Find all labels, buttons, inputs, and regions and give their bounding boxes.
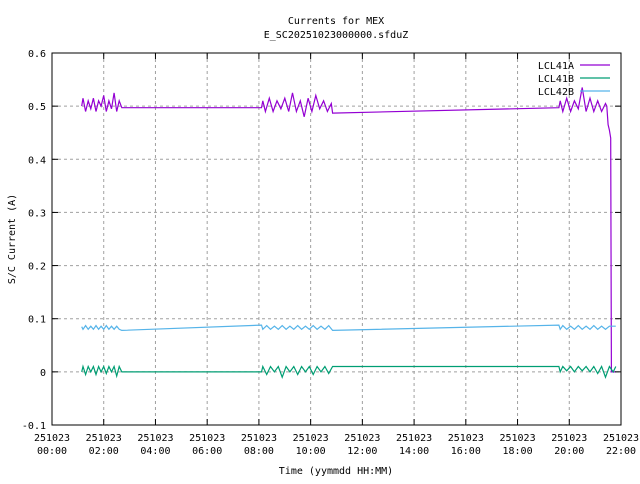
x-tick-time: 00:00 <box>37 446 67 457</box>
legend: LCL41A LCL41B LCL42B <box>538 61 610 98</box>
x-tick-date: 251023 <box>396 433 432 444</box>
legend-label: LCL42B <box>538 87 574 98</box>
x-tick-time: 22:00 <box>606 446 636 457</box>
series-line-lcl41b <box>81 364 617 379</box>
plot-frame <box>51 52 622 426</box>
x-tick-time: 14:00 <box>399 446 429 457</box>
legend-label: LCL41B <box>538 74 574 85</box>
x-tick-time: 02:00 <box>89 446 119 457</box>
x-tick-date: 251023 <box>293 433 329 444</box>
x-tick-time: 18:00 <box>502 446 532 457</box>
x-axis-label: Time (yymmdd HH:MM) <box>279 466 393 477</box>
x-tick-date: 251023 <box>499 433 535 444</box>
x-tick-date: 251023 <box>34 433 70 444</box>
legend-label: LCL41A <box>538 61 574 72</box>
chart-subtitle: E_SC20251023000000.sfduZ <box>264 30 409 41</box>
series-lines <box>81 87 617 379</box>
series-line-lcl41a <box>81 87 616 373</box>
x-tick-time: 08:00 <box>244 446 274 457</box>
y-axis-label: S/C Current (A) <box>7 194 18 284</box>
x-tick-time: 10:00 <box>296 446 326 457</box>
x-tick-date: 251023 <box>189 433 225 444</box>
y-axis: -0.1 0 0.1 0.2 0.3 0.4 0.5 0.6 <box>22 49 621 432</box>
x-tick-time: 20:00 <box>554 446 584 457</box>
y-tick-label: 0 <box>40 368 46 379</box>
y-tick-label: 0.6 <box>28 49 46 60</box>
y-tick-label: 0.3 <box>28 208 46 219</box>
x-tick-date: 251023 <box>344 433 380 444</box>
x-tick-time: 04:00 <box>140 446 170 457</box>
y-tick-label: 0.2 <box>28 262 46 273</box>
x-tick-time: 06:00 <box>192 446 222 457</box>
x-tick-date: 251023 <box>86 433 122 444</box>
x-axis: 251023 00:00 251023 02:00 251023 04:00 251023 0… <box>34 53 639 457</box>
y-tick-label: -0.1 <box>22 421 46 432</box>
chart-title: Currents for MEX <box>288 16 384 27</box>
x-tick-date: 251023 <box>603 433 639 444</box>
grid <box>52 53 621 425</box>
y-tick-label: 0.4 <box>28 155 46 166</box>
y-tick-label: 0.5 <box>28 102 46 113</box>
x-tick-date: 251023 <box>241 433 277 444</box>
y-tick-label: 0.1 <box>28 315 46 326</box>
x-tick-date: 251023 <box>551 433 587 444</box>
x-tick-date: 251023 <box>137 433 173 444</box>
x-tick-time: 16:00 <box>451 446 481 457</box>
series-line-lcl42b <box>81 324 616 332</box>
x-tick-time: 12:00 <box>347 446 377 457</box>
x-tick-date: 251023 <box>448 433 484 444</box>
